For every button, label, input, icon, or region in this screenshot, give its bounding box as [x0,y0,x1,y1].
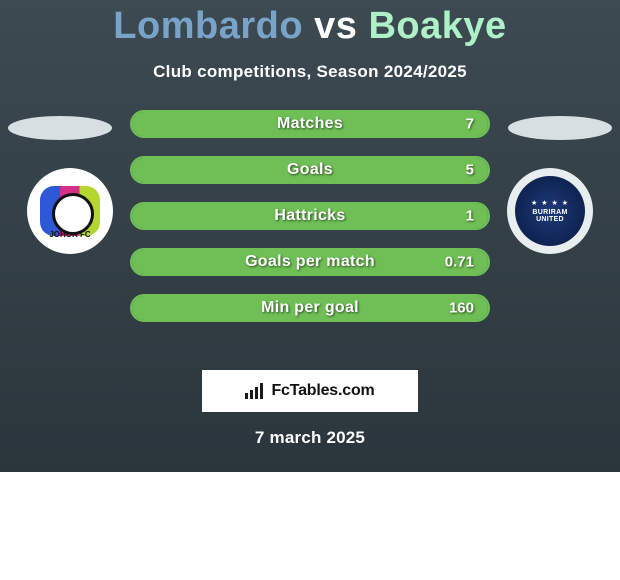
brand-text: FcTables.com [271,382,374,400]
club-badge-right[interactable]: ★ ★ ★ ★ BURIRAM UNITED [507,168,593,254]
subtitle: Club competitions, Season 2024/2025 [0,62,620,82]
stat-label: Goals per match [245,253,375,271]
vs-text: vs [314,5,357,47]
comparison-card: Lombardo vs Boakye Club competitions, Se… [0,0,620,472]
stat-label: Hattricks [274,207,345,225]
stat-row: Hattricks 1 [130,202,490,230]
brand-chart-icon [245,383,265,399]
club-label-right: BURIRAM [532,209,567,216]
stat-label: Matches [277,115,343,133]
comparison-arena: JOHOR FC ★ ★ ★ ★ BURIRAM UNITED Matches 7… [0,110,620,342]
club-crest-right: ★ ★ ★ ★ BURIRAM UNITED [515,176,585,246]
stat-row: Goals per match 0.71 [130,248,490,276]
brand-badge[interactable]: FcTables.com [202,370,418,412]
stat-value-right: 7 [466,115,474,132]
club-sublabel-right: UNITED [536,216,564,223]
club-badge-left[interactable]: JOHOR FC [27,168,113,254]
stat-value-right: 160 [449,299,474,316]
club-crest-left: JOHOR FC [40,186,100,236]
club-label-left: JOHOR FC [40,231,100,239]
page-title: Lombardo vs Boakye [0,6,620,48]
stats-list: Matches 7 Goals 5 Hattricks 1 Goals per match 0… [130,110,490,322]
stat-row: Matches 7 [130,110,490,138]
date-text: 7 march 2025 [0,428,620,448]
player-b-silhouette [508,116,612,140]
stat-label: Min per goal [261,299,359,317]
stat-value-right: 5 [466,161,474,178]
player-a-name: Lombardo [113,5,303,47]
player-b-name: Boakye [368,5,506,47]
stat-row: Min per goal 160 [130,294,490,322]
crest-stars-icon: ★ ★ ★ ★ [531,199,569,207]
player-a-silhouette [8,116,112,140]
stat-value-right: 0.71 [445,253,474,270]
stat-label: Goals [287,161,333,179]
stat-value-right: 1 [466,207,474,224]
stat-row: Goals 5 [130,156,490,184]
